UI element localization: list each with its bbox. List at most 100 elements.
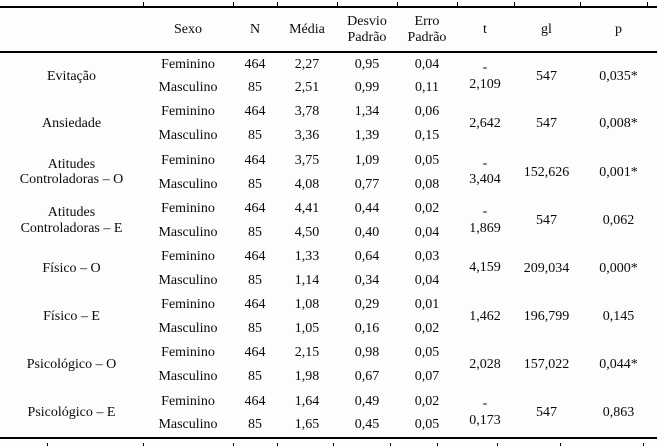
gridline-stub	[337, 2, 338, 6]
gridline-stub	[277, 2, 278, 6]
table-row: Evitação Feminino 464 2,27 0,95 0,04 - 2,109 54…	[0, 52, 657, 92]
cell-p: 0,044*	[599, 357, 638, 373]
row-label: Psicológico – E	[27, 405, 116, 421]
cell-p: 0,145	[602, 309, 635, 325]
cell-desvio-padrao: 0,34	[354, 273, 380, 289]
table-row: Masculino 85 1,98 0,67 0,07	[0, 365, 657, 389]
row-label: Ansiedade	[41, 116, 102, 132]
row-label: Físico – O	[42, 261, 101, 276]
gridline-stub	[560, 443, 561, 446]
cell-n: 85	[248, 417, 262, 433]
row-label: Físico – E	[43, 309, 100, 325]
cell-n: 464	[244, 104, 266, 120]
header-row: Sexo N Média Desvio Padrão Erro Padrão t…	[0, 7, 657, 53]
gridline-stub	[277, 443, 278, 446]
cell-desvio-padrao: 0,29	[354, 297, 380, 313]
cell-sexo: Masculino	[158, 321, 218, 337]
cell-t: 4,159	[469, 260, 501, 276]
cell-erro-padrao: 0,15	[414, 128, 440, 144]
cell-erro-padrao: 0,02	[414, 321, 440, 337]
cell-sexo: Feminino	[161, 297, 215, 313]
cell-n: 464	[244, 200, 266, 216]
cell-n: 464	[244, 297, 266, 313]
cell-p: 0,062	[602, 212, 635, 228]
cell-erro-padrao: 0,08	[414, 176, 440, 192]
cell-erro-padrao: 0,02	[414, 200, 440, 216]
header-t: t	[457, 7, 513, 53]
header-desvio-padrao: Desvio Padrão	[337, 7, 397, 53]
gridline-stub	[643, 443, 644, 446]
cell-t: 2,642	[469, 115, 501, 131]
row-label: Atitudes Controladoras – E	[20, 204, 123, 236]
cell-n: 464	[244, 152, 266, 168]
header-p: p	[580, 7, 657, 53]
table-row: Físico – E Feminino 464 1,08 0,29 0,01 1,462 19…	[0, 293, 657, 324]
cell-n: 464	[244, 248, 266, 264]
cell-n: 85	[248, 369, 262, 385]
t-test-results-table: Sexo N Média Desvio Padrão Erro Padrão t…	[0, 6, 657, 439]
gridline-stub	[647, 2, 648, 6]
cell-sexo: Feminino	[161, 393, 215, 409]
cell-media: 4,50	[294, 224, 320, 240]
cell-sexo: Feminino	[161, 248, 215, 264]
cell-media: 1,64	[294, 393, 320, 409]
cell-sexo: Feminino	[161, 56, 215, 72]
gridline-stub	[233, 2, 234, 6]
cell-sexo: Masculino	[158, 417, 218, 433]
cell-t: 1,462	[469, 308, 501, 324]
cell-n: 85	[248, 224, 262, 240]
cell-erro-padrao: 0,05	[414, 417, 440, 433]
gridline-stub	[390, 443, 391, 446]
cell-sexo: Masculino	[158, 176, 218, 192]
cell-gl: 196,799	[523, 309, 570, 325]
gridline-stub	[143, 2, 144, 6]
gridline-stub	[143, 443, 144, 446]
table-row: Masculino 85 1,65 0,45 0,05	[0, 413, 657, 437]
cell-sexo: Masculino	[158, 369, 218, 385]
table-row: Ansiedade Feminino 464 3,78 1,34 0,06 2,642 547…	[0, 100, 657, 131]
gridline-stub	[580, 2, 581, 6]
cell-erro-padrao: 0,11	[415, 80, 439, 96]
gridline-stub	[437, 443, 438, 446]
table-row: Masculino 85 2,51 0,99 0,11	[0, 76, 657, 100]
table-row: Psicológico – O Feminino 464 2,15 0,98 0,05 2,…	[0, 341, 657, 372]
cell-sexo: Masculino	[158, 80, 218, 96]
table-row: Masculino 85 1,05 0,16 0,02	[0, 317, 657, 341]
cell-sexo: Feminino	[161, 152, 215, 168]
cell-sexo: Feminino	[161, 200, 215, 216]
cell-gl: 209,034	[523, 261, 570, 276]
cell-media: 3,36	[294, 128, 320, 144]
table-row: Masculino 85 4,50 0,40 0,04	[0, 221, 657, 245]
gridline-stub	[47, 443, 48, 446]
cell-t: - 2,109	[469, 59, 501, 92]
cell-desvio-padrao: 0,40	[354, 224, 380, 240]
table-row: Atitudes Controladoras – E Feminino 464 4,4…	[0, 197, 657, 236]
cell-p: 0,001*	[599, 164, 638, 180]
cell-n: 85	[248, 176, 262, 192]
cell-media: 1,65	[294, 417, 320, 433]
cell-t: - 0,173	[469, 396, 501, 428]
cell-gl: 152,626	[523, 164, 570, 180]
cell-n: 85	[248, 321, 262, 337]
cell-gl: 547	[536, 405, 557, 421]
cell-t: - 1,869	[469, 203, 501, 236]
cell-sexo: Masculino	[158, 128, 218, 144]
table-row: Psicológico – E Feminino 464 1,64 0,49 0,02 - …	[0, 389, 657, 428]
row-label: Psicológico – O	[26, 357, 117, 373]
cell-n: 464	[244, 345, 266, 361]
cell-n: 464	[244, 393, 266, 409]
table-row: Masculino 85 1,14 0,34 0,04	[0, 269, 657, 293]
cell-media: 1,14	[294, 273, 320, 289]
cell-media: 3,75	[294, 152, 320, 168]
cell-media: 1,08	[294, 297, 320, 313]
cell-erro-padrao: 0,06	[414, 104, 440, 120]
gridline-stub	[233, 443, 234, 446]
table-row: Físico – O Feminino 464 1,33 0,64 0,03 4,159 20…	[0, 245, 657, 276]
cell-desvio-padrao: 0,16	[354, 321, 380, 337]
row-label: Atitudes Controladoras – O	[19, 156, 124, 188]
cell-t: 2,028	[469, 356, 501, 372]
table-row: Masculino 85 4,08 0,77 0,08	[0, 172, 657, 196]
cell-media: 1,05	[294, 321, 320, 337]
header-erro-padrao: Erro Padrão	[397, 7, 457, 53]
